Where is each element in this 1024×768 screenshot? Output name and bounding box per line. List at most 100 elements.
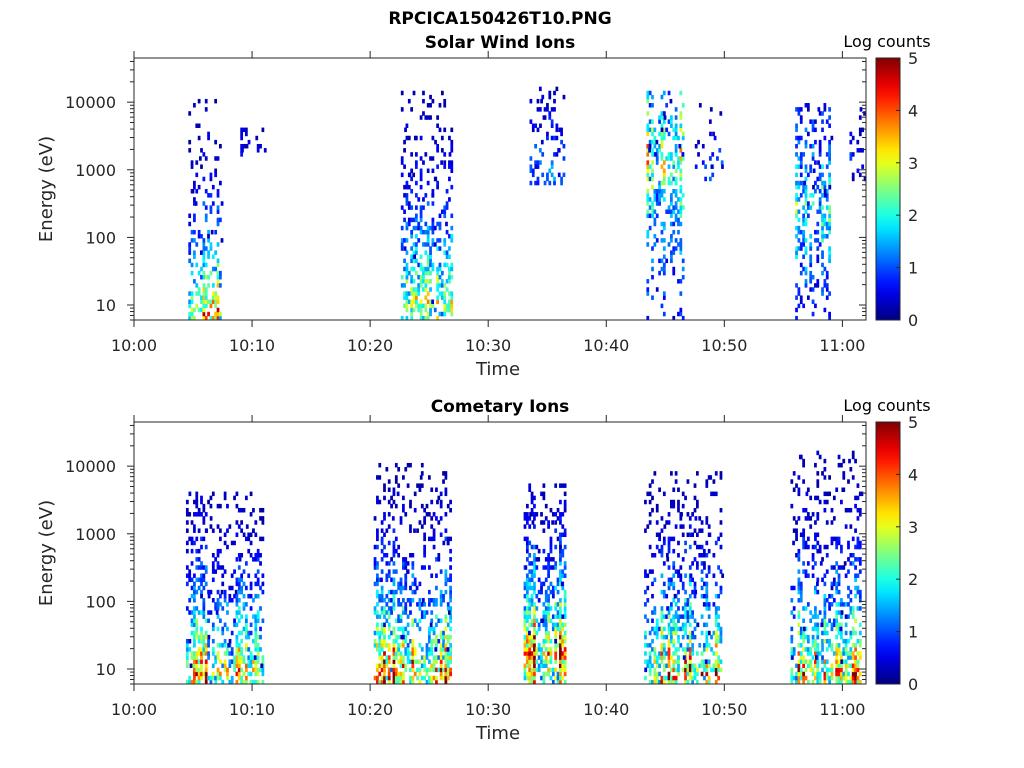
spectrogram-cell bbox=[438, 291, 442, 296]
spectrogram-cell bbox=[804, 201, 808, 206]
spectrogram-cell bbox=[448, 307, 451, 313]
spectrogram-cell bbox=[559, 561, 562, 566]
spectrogram-cell bbox=[406, 630, 410, 636]
spectrogram-cell bbox=[413, 507, 417, 513]
spectrogram-cell bbox=[681, 152, 685, 157]
spectrogram-cell bbox=[551, 626, 555, 632]
spectrogram-cell bbox=[410, 176, 414, 182]
spectrogram-cell bbox=[378, 499, 382, 505]
spectrogram-cell bbox=[540, 491, 543, 497]
spectrogram-cell bbox=[387, 479, 391, 484]
spectrogram-cell bbox=[536, 164, 540, 169]
spectrogram-cell bbox=[387, 487, 391, 492]
spectrogram-cell bbox=[660, 573, 664, 578]
spectrogram-cell bbox=[204, 565, 208, 570]
spectrogram-cell bbox=[431, 217, 435, 223]
spectrogram-cell bbox=[842, 659, 846, 664]
spectrogram-cell bbox=[207, 593, 211, 599]
spectrogram-cell bbox=[672, 679, 676, 685]
spectrogram-cell bbox=[856, 495, 860, 501]
spectrogram-cell bbox=[207, 250, 210, 255]
spectrogram-cell bbox=[376, 610, 379, 615]
spectrogram-cell bbox=[674, 610, 678, 615]
spectrogram-cell bbox=[529, 180, 533, 186]
spectrogram-cell bbox=[686, 679, 690, 685]
spectrogram-cell bbox=[197, 507, 201, 513]
spectrogram-cell bbox=[411, 573, 415, 578]
spectrogram-cell bbox=[660, 189, 664, 194]
spectrogram-cell bbox=[828, 225, 831, 231]
spectrogram-cell bbox=[851, 655, 855, 660]
spectrogram-cell bbox=[815, 655, 818, 660]
spectrogram-cell bbox=[221, 565, 225, 570]
spectrogram-cell bbox=[378, 577, 382, 583]
spectrogram-cell bbox=[806, 512, 810, 517]
spectrogram-cell bbox=[858, 622, 862, 628]
spectrogram-cell bbox=[387, 512, 391, 517]
colorbar-label: Log counts bbox=[843, 32, 930, 51]
spectrogram-cell bbox=[672, 651, 676, 656]
spectrogram-cell bbox=[193, 581, 196, 587]
spectrogram-cell bbox=[190, 307, 194, 313]
spectrogram-cell bbox=[216, 565, 220, 570]
spectrogram-cell bbox=[185, 573, 189, 578]
spectrogram-cell bbox=[444, 512, 448, 517]
spectrogram-cell bbox=[556, 643, 560, 648]
spectrogram-cell bbox=[402, 495, 405, 501]
spectrogram-cell bbox=[674, 193, 678, 198]
spectrogram-cell bbox=[674, 123, 678, 128]
spectrogram-cell bbox=[703, 675, 706, 681]
spectrogram-cell bbox=[207, 234, 210, 239]
spectrogram-cell bbox=[443, 103, 447, 108]
spectrogram-cell bbox=[816, 512, 820, 517]
spectrogram-cell bbox=[714, 622, 718, 628]
spectrogram-cell bbox=[858, 512, 862, 517]
spectrogram-cell bbox=[530, 593, 534, 599]
spectrogram-cell bbox=[204, 287, 208, 292]
spectrogram-cell bbox=[200, 573, 203, 578]
spectrogram-cell bbox=[230, 598, 234, 603]
spectrogram-cell bbox=[714, 638, 718, 644]
spectrogram-cell bbox=[797, 164, 801, 169]
spectrogram-cell bbox=[840, 614, 843, 619]
spectrogram-cell bbox=[660, 164, 664, 169]
figure-title: RPCICA150426T10.PNG bbox=[388, 9, 611, 29]
spectrogram-cell bbox=[669, 98, 673, 104]
spectrogram-cell bbox=[707, 475, 711, 480]
spectrogram-cell bbox=[380, 598, 384, 603]
spectrogram-cell bbox=[806, 638, 810, 644]
spectrogram-cell bbox=[797, 610, 801, 615]
spectrogram-cell bbox=[536, 127, 540, 133]
spectrogram-cell bbox=[410, 307, 414, 313]
spectrogram-cell bbox=[858, 671, 862, 677]
spectrogram-cell bbox=[394, 536, 398, 542]
spectrogram-cell bbox=[653, 209, 657, 214]
spectrogram-cell bbox=[392, 675, 396, 681]
spectrogram-cell bbox=[797, 135, 801, 141]
spectrogram-cell bbox=[214, 675, 218, 681]
spectrogram-cell bbox=[670, 115, 673, 120]
spectrogram-cell bbox=[200, 512, 203, 517]
spectrogram-cell bbox=[689, 573, 693, 578]
spectrogram-cell bbox=[195, 495, 199, 501]
spectrogram-cell bbox=[216, 667, 220, 673]
spectrogram-cell bbox=[674, 524, 678, 529]
spectrogram-cell bbox=[535, 544, 539, 550]
spectrogram-cell bbox=[847, 602, 850, 607]
spectrogram-cell bbox=[651, 553, 654, 558]
spectrogram-cell bbox=[185, 659, 189, 664]
spectrogram-cell bbox=[448, 266, 451, 272]
spectrogram-cell bbox=[378, 630, 382, 636]
spectrogram-cell bbox=[646, 90, 650, 96]
spectrogram-cell bbox=[662, 111, 666, 116]
spectrogram-cell bbox=[200, 671, 203, 677]
spectrogram-cell bbox=[695, 532, 699, 538]
spectrogram-cell bbox=[555, 135, 559, 141]
spectrogram-cell bbox=[237, 655, 241, 660]
spectrogram-cell bbox=[534, 143, 537, 149]
spectrogram-cell bbox=[563, 638, 567, 644]
spectrogram-cell bbox=[202, 291, 206, 296]
spectrogram-cell bbox=[795, 201, 798, 206]
spectrogram-cell bbox=[414, 242, 418, 247]
